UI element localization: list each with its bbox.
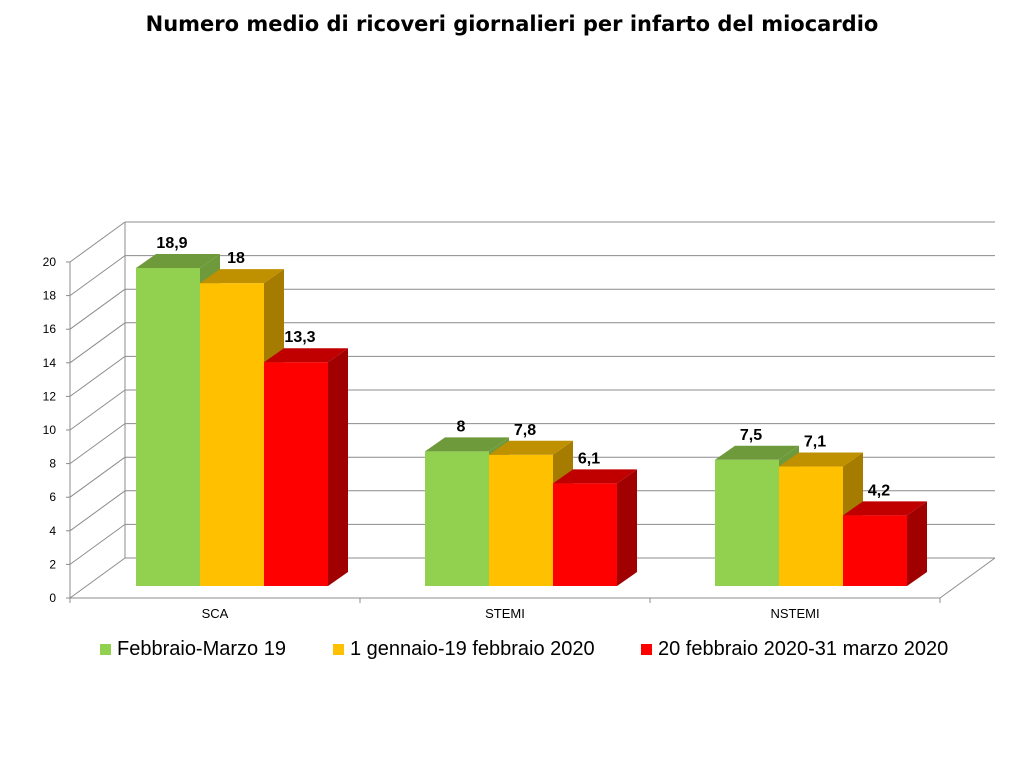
data-label: 18 [227,250,245,267]
gridline-diagonal [69,288,126,330]
bar-top [715,445,799,460]
y-tick-label: 18 [43,289,57,303]
data-label: 7,8 [514,422,536,439]
legend-swatch [100,644,111,655]
bar [553,483,617,586]
y-tick-label: 16 [43,322,57,336]
data-label: 4,2 [868,482,890,499]
data-label: 18,9 [156,235,187,252]
x-tick-label: SCA [202,606,229,621]
y-tick-label: 14 [43,356,57,370]
gridline-diagonal [69,389,126,431]
legend-item: 1 gennaio-19 febbraio 2020 [333,638,595,661]
bar-side [617,469,637,586]
legend-item: Febbraio-Marzo 19 [100,638,286,661]
y-tick-label: 4 [49,524,56,538]
bar [779,466,843,586]
bar [715,459,779,586]
x-tick-label: NSTEMI [770,606,819,621]
gridline-diagonal [69,221,126,263]
data-label: 13,3 [284,329,315,346]
data-label: 8 [457,418,466,435]
gridline-diagonal [69,322,126,364]
bar [136,268,200,586]
y-tick-label: 6 [49,490,56,504]
gridline-diagonal [69,490,126,532]
bar-top [264,348,348,363]
gridline-diagonal [69,456,126,498]
bar-side [907,501,927,586]
bar-top [425,437,509,452]
bar [264,362,328,586]
bar-top [553,469,637,484]
data-label: 6,1 [578,450,600,467]
bar [489,454,553,586]
legend-label: 20 febbraio 2020-31 marzo 2020 [658,638,949,660]
y-tick-label: 20 [43,255,57,269]
chart-title: Numero medio di ricoveri giornalieri per… [145,12,879,36]
data-label: 7,1 [804,434,826,451]
bar-top [489,440,573,455]
bar [200,283,264,586]
y-tick-label: 8 [49,457,56,471]
gridline-diagonal [69,423,126,465]
chart-legend: Febbraio-Marzo 19 1 gennaio-19 febbraio 2… [0,638,1024,668]
gridline-diagonal [69,523,126,565]
legend-swatch [333,644,344,655]
bar-side [328,348,348,586]
legend-label: 1 gennaio-19 febbraio 2020 [350,638,595,660]
y-tick-label: 10 [43,423,57,437]
y-tick-label: 0 [49,591,56,605]
bar [843,515,907,586]
y-tick-label: 12 [43,389,57,403]
bar-top [779,452,863,467]
gridline-diagonal [69,255,126,297]
bar-top [200,269,284,284]
gridline-diagonal [69,355,126,397]
bar [425,451,489,586]
bar-top [136,254,220,268]
legend-label: Febbraio-Marzo 19 [117,638,286,660]
legend-item: 20 febbraio 2020-31 marzo 2020 [641,638,948,661]
x-tick-label: STEMI [485,606,525,621]
y-tick-label: 2 [49,557,56,571]
floor-edge [939,557,996,599]
data-label: 7,5 [740,427,762,444]
bar-top [843,501,927,516]
legend-swatch [641,644,652,655]
gridline-diagonal [69,557,126,599]
